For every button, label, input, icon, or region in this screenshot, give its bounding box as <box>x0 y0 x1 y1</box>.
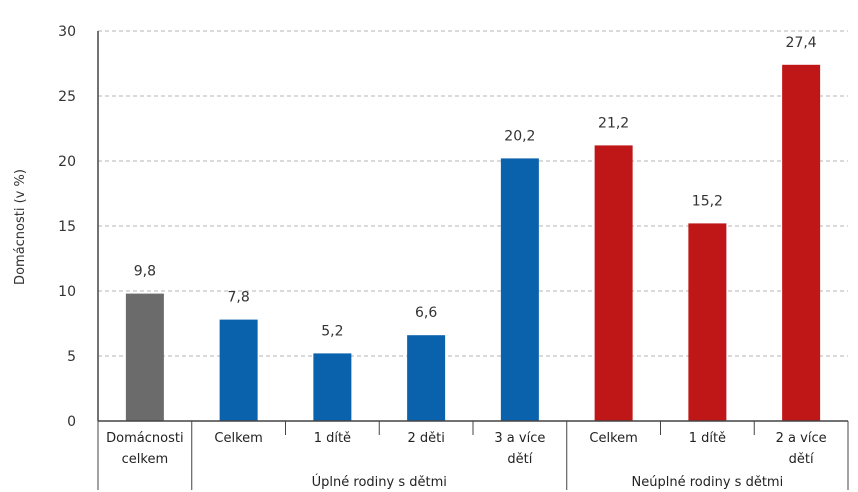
y-tick-label: 20 <box>58 154 76 170</box>
category-label: Celkem <box>589 431 637 446</box>
bar <box>500 158 539 421</box>
y-axis-tick-labels: 0 5 10 15 20 25 30 <box>58 24 76 430</box>
category-label: dětí <box>507 452 532 467</box>
bars: 9,8 7,8 5,2 6,6 20,2 21,2 15,2 27,4 <box>125 35 821 422</box>
y-axis-label: Domácnosti (v %) <box>13 169 28 285</box>
group-label: Neúplné rodiny s dětmi <box>632 475 784 490</box>
data-label: 5,2 <box>321 323 343 339</box>
data-label: 21,2 <box>598 115 629 131</box>
bar <box>688 223 727 421</box>
data-label: 20,2 <box>504 128 535 144</box>
bar <box>313 353 352 421</box>
data-label: 7,8 <box>227 290 249 306</box>
y-tick-label: 30 <box>58 24 76 40</box>
group-label: Úplné rodiny s dětmi <box>312 474 447 490</box>
category-label: 2 a více <box>776 431 827 446</box>
category-label: 3 a více <box>494 431 545 446</box>
data-label: 9,8 <box>134 264 156 280</box>
category-labels: Domácnosti celkem Celkem 1 dítě 2 děti 3 a ví… <box>106 431 826 467</box>
category-label: Celkem <box>214 431 262 446</box>
y-tick-label: 25 <box>58 89 76 105</box>
category-label: 1 dítě <box>314 431 351 446</box>
category-label: 1 dítě <box>689 431 726 446</box>
bar <box>407 335 446 421</box>
data-label: 6,6 <box>415 305 437 321</box>
group-labels: Úplné rodiny s dětmi Neúplné rodiny s dět… <box>312 474 784 490</box>
y-tick-label: 15 <box>58 219 76 235</box>
bar <box>594 145 633 421</box>
category-label: celkem <box>122 452 168 467</box>
axes <box>97 31 849 490</box>
category-label: dětí <box>789 452 814 467</box>
bar <box>782 64 821 422</box>
category-label: 2 děti <box>407 431 444 446</box>
data-label: 27,4 <box>786 35 817 51</box>
y-tick-label: 0 <box>67 414 76 430</box>
y-tick-label: 5 <box>67 349 76 365</box>
category-label: Domácnosti <box>106 431 183 446</box>
y-tick-label: 10 <box>58 284 76 300</box>
bar <box>125 293 164 421</box>
grid-lines <box>98 30 848 357</box>
bar <box>219 319 258 421</box>
data-label: 15,2 <box>692 193 723 209</box>
